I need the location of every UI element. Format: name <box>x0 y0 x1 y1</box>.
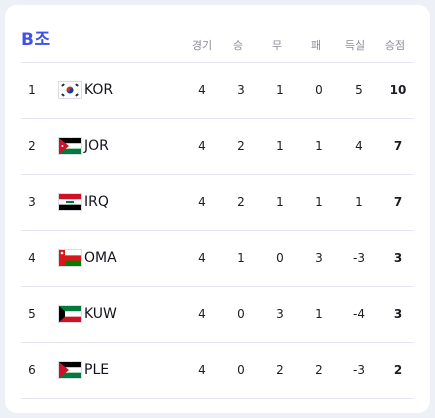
table-row[interactable]: 5 KUW 4 0 3 1 -4 3 <box>21 286 414 342</box>
standings-table: 1 <box>21 62 414 399</box>
table-row[interactable]: 6 PLE 4 0 2 2 -3 2 <box>21 342 414 399</box>
drawn: 1 <box>276 83 284 97</box>
goal-diff: 4 <box>355 139 363 153</box>
kuwait-flag-icon <box>59 306 81 322</box>
drawn: 2 <box>276 363 284 377</box>
goal-diff: -4 <box>353 307 365 321</box>
played: 4 <box>198 307 206 321</box>
rank: 1 <box>28 83 36 97</box>
table-row[interactable]: 3 IRQ 4 2 1 1 1 7 <box>21 174 414 230</box>
rank: 6 <box>28 363 36 377</box>
jordan-flag-icon <box>59 138 81 154</box>
won: 1 <box>237 251 245 265</box>
header-points: 승점 <box>384 39 406 52</box>
team-name: PLE <box>84 362 110 378</box>
lost: 1 <box>315 139 323 153</box>
rank: 5 <box>28 307 36 321</box>
team-name: KUW <box>84 306 117 322</box>
goal-diff: 5 <box>355 83 363 97</box>
table-row[interactable]: 4 OMA 4 1 0 3 -3 3 <box>21 230 414 286</box>
header-played: 경기 <box>191 39 213 52</box>
played: 4 <box>198 363 206 377</box>
points: 3 <box>393 251 403 265</box>
header-won: 승 <box>232 39 244 52</box>
points: 7 <box>393 139 403 153</box>
team-name: KOR <box>84 82 114 98</box>
header-goal-diff: 득실 <box>344 39 366 52</box>
lost: 0 <box>315 83 323 97</box>
drawn: 0 <box>276 251 284 265</box>
south-korea-flag-icon <box>59 82 81 98</box>
rank: 2 <box>28 139 36 153</box>
lost: 3 <box>315 251 323 265</box>
lost: 1 <box>315 307 323 321</box>
iraq-flag-icon <box>59 194 81 210</box>
goal-diff: 1 <box>355 195 363 209</box>
team-name: JOR <box>84 138 109 154</box>
won: 0 <box>237 307 245 321</box>
drawn: 1 <box>276 139 284 153</box>
points: 3 <box>393 307 403 321</box>
team-name: OMA <box>84 250 117 266</box>
won: 2 <box>237 195 245 209</box>
played: 4 <box>198 195 206 209</box>
lost: 1 <box>315 195 323 209</box>
header-drawn: 무 <box>271 39 283 52</box>
won: 0 <box>237 363 245 377</box>
table-row[interactable]: 2 JOR 4 2 1 1 4 7 <box>21 118 414 174</box>
points: 10 <box>389 83 407 97</box>
header-lost: 패 <box>310 39 322 52</box>
drawn: 3 <box>276 307 284 321</box>
played: 4 <box>198 251 206 265</box>
standings-card: B조 경기 승 무 패 득실 승점 1 <box>5 5 430 413</box>
played: 4 <box>198 83 206 97</box>
group-title: B조 <box>21 30 51 50</box>
won: 2 <box>237 139 245 153</box>
rank: 4 <box>28 251 36 265</box>
palestine-flag-icon <box>59 362 81 378</box>
points: 2 <box>393 363 403 377</box>
lost: 2 <box>315 363 323 377</box>
goal-diff: -3 <box>353 363 365 377</box>
drawn: 1 <box>276 195 284 209</box>
won: 3 <box>237 83 245 97</box>
table-row[interactable]: 1 <box>21 62 414 118</box>
team-name: IRQ <box>84 194 109 210</box>
oman-flag-icon <box>59 250 81 266</box>
played: 4 <box>198 139 206 153</box>
points: 7 <box>393 195 403 209</box>
goal-diff: -3 <box>353 251 365 265</box>
rank: 3 <box>28 195 36 209</box>
